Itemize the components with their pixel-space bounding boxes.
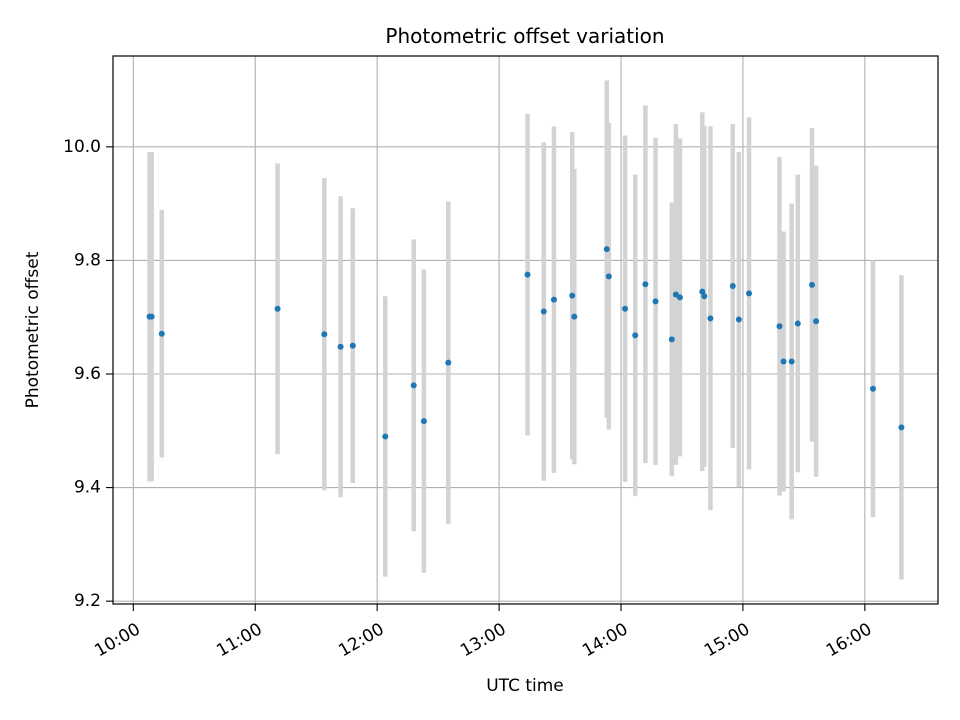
- data-point: [776, 323, 783, 330]
- data-point: [569, 292, 576, 299]
- y-tick-label: 9.8: [74, 250, 101, 270]
- chart-title: Photometric offset variation: [385, 24, 664, 48]
- data-point: [898, 424, 905, 431]
- y-tick-label: 9.2: [74, 591, 101, 611]
- data-point: [652, 298, 659, 305]
- x-axis-label: UTC time: [486, 676, 564, 696]
- data-point: [642, 281, 649, 288]
- data-point: [321, 331, 328, 338]
- data-point: [420, 418, 427, 425]
- data-point: [735, 316, 742, 323]
- data-point: [813, 318, 820, 325]
- data-point: [410, 382, 417, 389]
- data-point: [158, 330, 165, 337]
- y-axis-label: Photometric offset: [23, 251, 43, 408]
- data-point: [729, 282, 736, 289]
- data-point: [605, 273, 612, 280]
- data-point: [788, 358, 795, 365]
- data-point: [701, 293, 708, 300]
- data-point: [540, 308, 547, 315]
- data-point: [869, 385, 876, 392]
- data-point: [550, 296, 557, 303]
- data-point: [622, 305, 629, 312]
- data-point: [274, 305, 281, 312]
- data-point: [699, 288, 706, 295]
- data-point: [809, 281, 816, 288]
- data-point: [382, 433, 389, 440]
- data-point: [632, 332, 639, 339]
- y-tick-label: 9.6: [74, 364, 101, 384]
- data-point: [349, 342, 356, 349]
- data-point: [445, 359, 452, 366]
- data-point: [571, 313, 578, 320]
- data-point: [524, 271, 531, 278]
- data-point: [794, 320, 801, 327]
- data-points: [146, 246, 905, 440]
- data-point: [676, 294, 683, 301]
- data-point: [707, 315, 714, 322]
- plot-frame: [112, 55, 939, 605]
- data-point: [780, 358, 787, 365]
- y-tick-label: 9.4: [74, 478, 101, 498]
- data-point: [337, 343, 344, 350]
- data-point: [746, 290, 753, 297]
- y-tick-label: 10.0: [63, 137, 101, 157]
- data-point: [603, 246, 610, 253]
- data-point: [148, 313, 155, 320]
- data-point: [668, 336, 675, 343]
